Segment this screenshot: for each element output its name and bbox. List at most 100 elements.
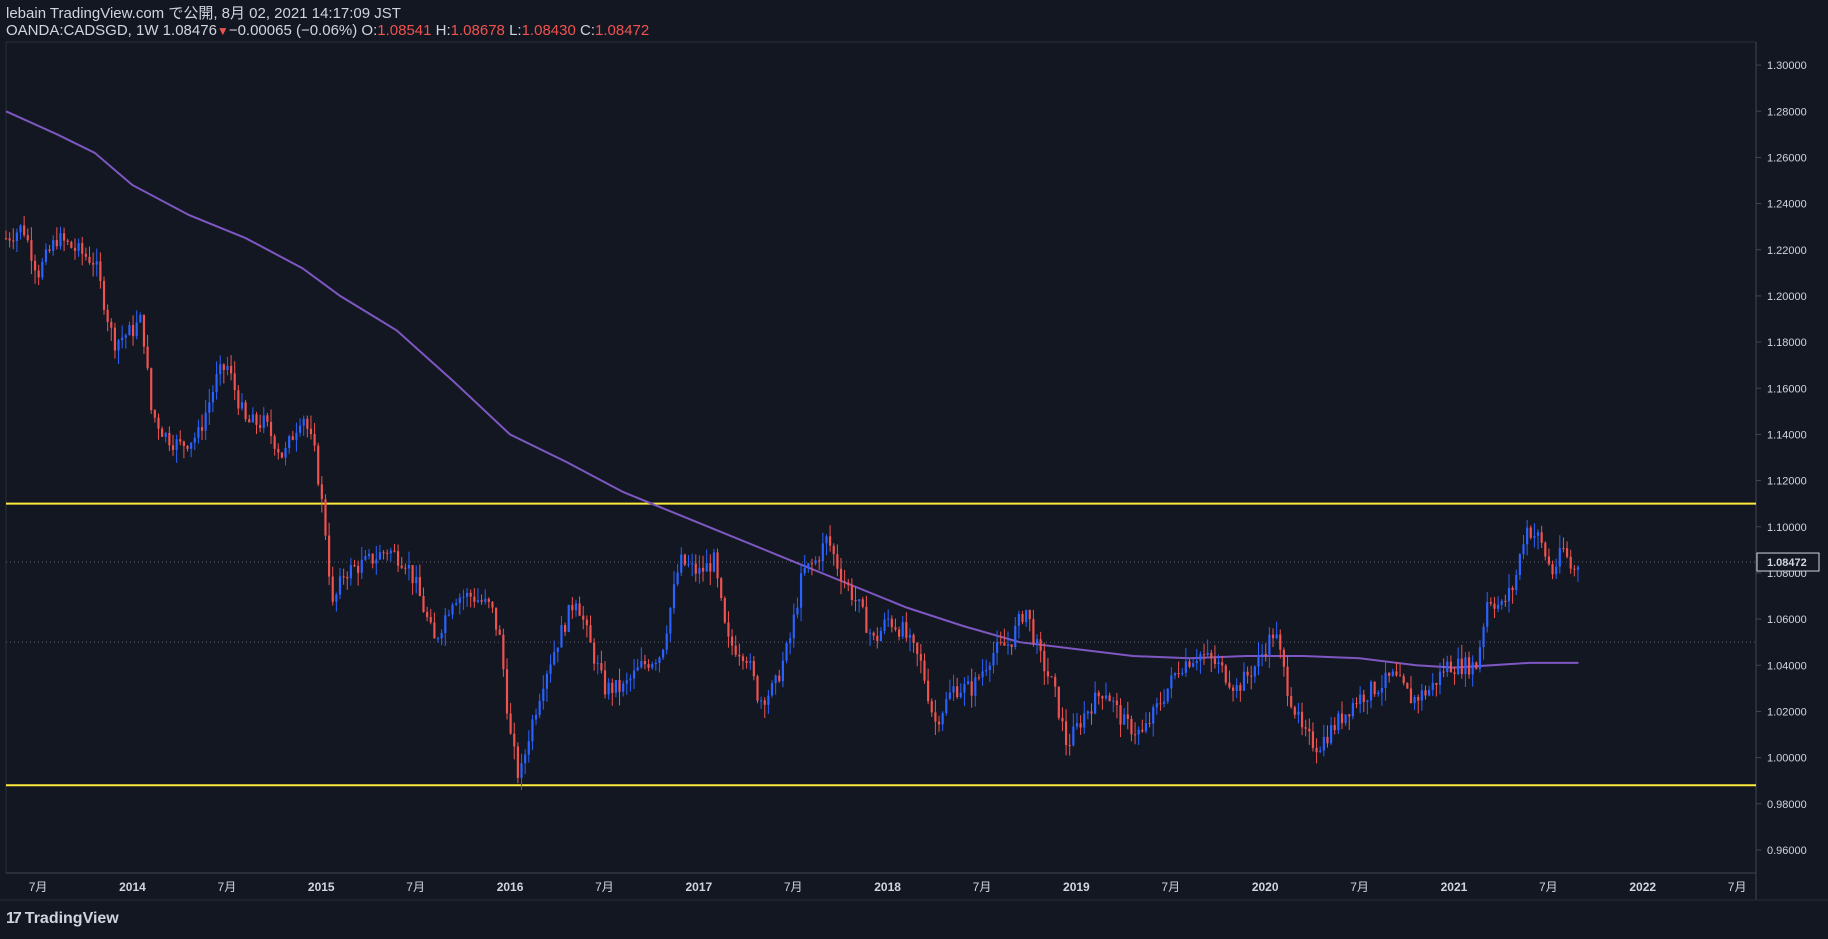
candle-body bbox=[803, 567, 806, 574]
candle-body bbox=[865, 606, 868, 633]
candle-body bbox=[451, 604, 454, 615]
price-tick-label: 1.24000 bbox=[1767, 199, 1807, 211]
candle-body bbox=[948, 692, 951, 700]
candle-body bbox=[1333, 725, 1336, 731]
candle-body bbox=[495, 607, 498, 630]
candle-body bbox=[288, 436, 291, 449]
candle-body bbox=[923, 660, 926, 681]
candle-body bbox=[386, 552, 389, 554]
candle-body bbox=[1199, 654, 1202, 661]
candle-body bbox=[353, 565, 356, 567]
time-axis[interactable]: 7月 2014 7月 2015 7月 2016 7月 2017 7月 2018 7月 2019 7月 20… bbox=[29, 880, 1747, 894]
candle-body bbox=[70, 241, 73, 248]
price-tick-label: 1.22000 bbox=[1767, 245, 1807, 257]
candle-body bbox=[1304, 727, 1307, 729]
candle-body bbox=[128, 325, 131, 336]
candle-body bbox=[73, 247, 77, 251]
candle-body bbox=[19, 225, 22, 233]
candle-body bbox=[204, 412, 207, 431]
tradingview-brand[interactable]: 17 TradingView bbox=[6, 910, 119, 928]
candle-body bbox=[651, 663, 654, 668]
candle-body bbox=[92, 262, 95, 265]
candle-body bbox=[1359, 694, 1362, 705]
price-axis[interactable]: 1.30000 1.28000 1.26000 1.24000 1.22000 1.200… bbox=[1756, 60, 1807, 857]
candle-body bbox=[433, 622, 436, 639]
candle-body bbox=[1061, 717, 1064, 722]
candle-body bbox=[400, 565, 403, 568]
candle-body bbox=[992, 652, 995, 666]
candle-body bbox=[1079, 723, 1082, 728]
candle-body bbox=[1431, 683, 1434, 690]
candle-body bbox=[534, 714, 538, 720]
candle-body bbox=[1268, 634, 1271, 656]
candle-body bbox=[426, 611, 429, 618]
candle-body bbox=[1043, 650, 1046, 672]
candle-body bbox=[44, 249, 48, 262]
candle-body bbox=[502, 634, 505, 670]
candle-body bbox=[1261, 653, 1264, 656]
candle-body bbox=[647, 664, 650, 668]
candle-body bbox=[843, 581, 846, 583]
candle-body bbox=[106, 309, 109, 322]
candle-body bbox=[640, 661, 643, 668]
ma-line bbox=[5, 110, 1579, 669]
candle-body bbox=[1025, 609, 1028, 623]
candle-body bbox=[371, 553, 374, 564]
candle-body bbox=[447, 614, 450, 616]
candle-body bbox=[84, 253, 87, 257]
candle-body bbox=[741, 656, 745, 662]
candle-body bbox=[1159, 703, 1162, 705]
candle-body bbox=[229, 365, 233, 374]
time-tick-label: 2022 bbox=[1629, 880, 1656, 894]
moving-average[interactable] bbox=[5, 110, 1579, 669]
candle-body bbox=[1457, 658, 1460, 674]
candle-body bbox=[1348, 714, 1351, 717]
candle-body bbox=[66, 240, 69, 242]
candle-body bbox=[200, 427, 204, 431]
candle-body bbox=[280, 452, 283, 458]
candle-body bbox=[484, 598, 487, 602]
candle-body bbox=[396, 551, 400, 566]
candle-body bbox=[346, 576, 349, 579]
candle-body bbox=[1388, 672, 1391, 676]
candle-body bbox=[121, 337, 124, 341]
price-tick-label: 1.02000 bbox=[1767, 706, 1807, 718]
candle-body bbox=[153, 410, 156, 418]
candle-body bbox=[1072, 726, 1075, 746]
candle-body bbox=[1544, 542, 1547, 557]
candle-body bbox=[179, 439, 182, 442]
candle-body bbox=[556, 647, 559, 653]
candle-body bbox=[1137, 729, 1140, 735]
candle-body bbox=[1112, 700, 1115, 702]
price-tick-label: 1.00000 bbox=[1767, 753, 1807, 765]
candle-body bbox=[520, 763, 523, 778]
candle-body bbox=[175, 439, 178, 450]
candle-body bbox=[752, 661, 755, 677]
candle-body bbox=[458, 597, 461, 604]
candle-body bbox=[1210, 652, 1213, 659]
candle-body bbox=[491, 601, 494, 608]
candle-body bbox=[1344, 714, 1347, 724]
candle-body bbox=[1028, 609, 1031, 620]
candle-body bbox=[1064, 721, 1068, 746]
candle-body bbox=[440, 632, 443, 639]
candle-body bbox=[1478, 647, 1482, 669]
candle-body bbox=[26, 235, 29, 241]
candle-body bbox=[789, 638, 792, 644]
candle-body bbox=[683, 554, 686, 565]
candle-body bbox=[524, 754, 527, 764]
candle-body bbox=[190, 442, 193, 449]
candlestick-series[interactable] bbox=[4, 216, 1580, 790]
candle-body bbox=[244, 402, 247, 420]
candle-body bbox=[317, 445, 320, 485]
candle-body bbox=[251, 414, 254, 423]
price-tick-label: 1.14000 bbox=[1767, 429, 1807, 441]
candle-body bbox=[763, 700, 766, 705]
horizontal-levels[interactable] bbox=[6, 502, 1756, 787]
time-tick-label: 2020 bbox=[1252, 880, 1279, 894]
candle-body bbox=[117, 340, 120, 351]
candle-body bbox=[919, 654, 922, 661]
candle-body bbox=[720, 578, 723, 599]
